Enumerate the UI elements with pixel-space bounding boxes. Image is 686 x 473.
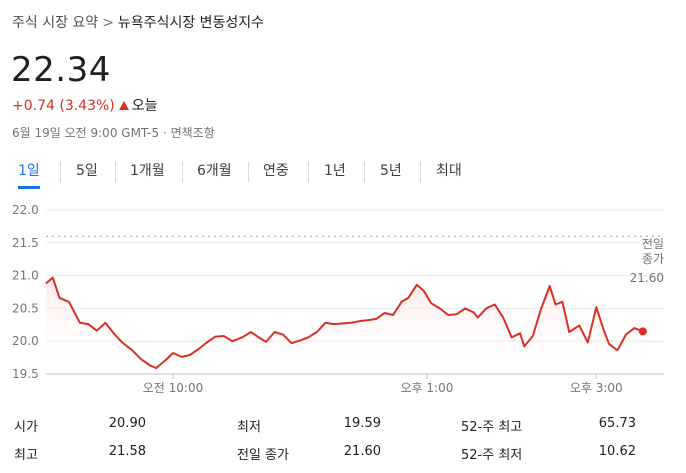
tab-5-days[interactable]: 5일 <box>76 163 98 179</box>
timestamp-text: 6월 19일 오전 9:00 GMT-5 <box>12 126 160 140</box>
x-axis-ticks: 오전 10:00 오후 1:00 오후 3:00 <box>143 374 623 395</box>
disclaimer-link[interactable]: 면책조항 <box>170 126 215 140</box>
y-tick-label: 19.5 <box>12 367 39 381</box>
arrow-up-icon <box>118 101 129 110</box>
price-chart[interactable]: 22.0 21.5 21.0 20.5 20.0 19.5 오전 10:00 오후 1:00… <box>0 196 686 416</box>
current-price: 22.34 <box>11 50 111 90</box>
quote-timestamp: 6월 19일 오전 9:00 GMT-5 · 면책조항 <box>12 126 215 140</box>
stats-row: 시가 20.90 최저 19.59 52-주 최고 65.73 <box>14 416 636 440</box>
stat-value-low: 19.59 <box>343 416 381 431</box>
tab-max[interactable]: 최대 <box>436 163 462 179</box>
stats-row: 최고 21.58 전일 종가 21.60 52-주 최저 10.62 <box>14 444 636 468</box>
stat-label-high: 최고 <box>14 448 38 463</box>
last-price-point <box>638 327 647 336</box>
previous-close-label-line1: 전일 <box>642 237 664 251</box>
tab-divider <box>364 162 365 182</box>
tab-divider <box>115 162 116 182</box>
change-period-label: 오늘 <box>131 98 158 114</box>
price-area-fill <box>46 277 643 374</box>
y-tick-label: 20.5 <box>12 301 39 315</box>
x-tick-label: 오후 3:00 <box>570 381 623 395</box>
breadcrumb-separator: > <box>102 15 114 31</box>
stat-label-prev-close: 전일 종가 <box>237 448 289 463</box>
tab-1-year[interactable]: 1년 <box>324 163 346 179</box>
x-tick-label: 오전 10:00 <box>143 381 203 395</box>
stat-value-52wk-low: 10.62 <box>598 444 636 459</box>
previous-close-value: 21.60 <box>630 271 664 285</box>
breadcrumb: 주식 시장 요약 > 뉴욕주식시장 변동성지수 <box>12 12 264 32</box>
y-tick-label: 20.0 <box>12 334 39 348</box>
price-change-value: +0.74 (3.43%) <box>12 98 115 114</box>
stat-value-prev-close: 21.60 <box>343 444 381 459</box>
tab-divider <box>420 162 421 182</box>
y-axis-ticks: 22.0 21.5 21.0 20.5 20.0 19.5 <box>12 203 39 381</box>
y-tick-label: 21.0 <box>12 269 39 283</box>
y-tick-label: 21.5 <box>12 236 39 250</box>
stat-value-open: 20.90 <box>108 416 146 431</box>
y-tick-label: 22.0 <box>12 203 39 217</box>
x-tick-label: 오후 1:00 <box>401 381 454 395</box>
previous-close-label-line2: 종가 <box>642 252 664 266</box>
price-change: +0.74 (3.43%) 오늘 <box>12 95 158 115</box>
stat-label-low: 최저 <box>237 420 261 435</box>
stat-value-high: 21.58 <box>108 444 146 459</box>
tab-divider <box>60 162 61 182</box>
tab-divider <box>248 162 249 182</box>
breadcrumb-root-link[interactable]: 주식 시장 요약 <box>12 15 99 31</box>
price-series-line <box>45 276 619 370</box>
tab-1-month[interactable]: 1개월 <box>130 163 165 179</box>
tab-1-day[interactable]: 1일 <box>18 160 40 189</box>
tab-6-months[interactable]: 6개월 <box>197 163 232 179</box>
stat-label-open: 시가 <box>14 420 38 435</box>
breadcrumb-current: 뉴욕주식시장 변동성지수 <box>117 15 265 31</box>
stat-label-52wk-high: 52-주 최고 <box>461 420 523 435</box>
stat-value-52wk-high: 65.73 <box>598 416 636 431</box>
tab-divider <box>182 162 183 182</box>
tab-5-years[interactable]: 5년 <box>380 163 402 179</box>
stats-table: 시가 20.90 최저 19.59 52-주 최고 65.73 최고 21.58… <box>14 416 636 468</box>
price-series-tail <box>616 327 644 351</box>
tab-divider <box>308 162 309 182</box>
stat-label-52wk-low: 52-주 최저 <box>461 448 523 463</box>
tab-ytd[interactable]: 연중 <box>263 163 289 179</box>
